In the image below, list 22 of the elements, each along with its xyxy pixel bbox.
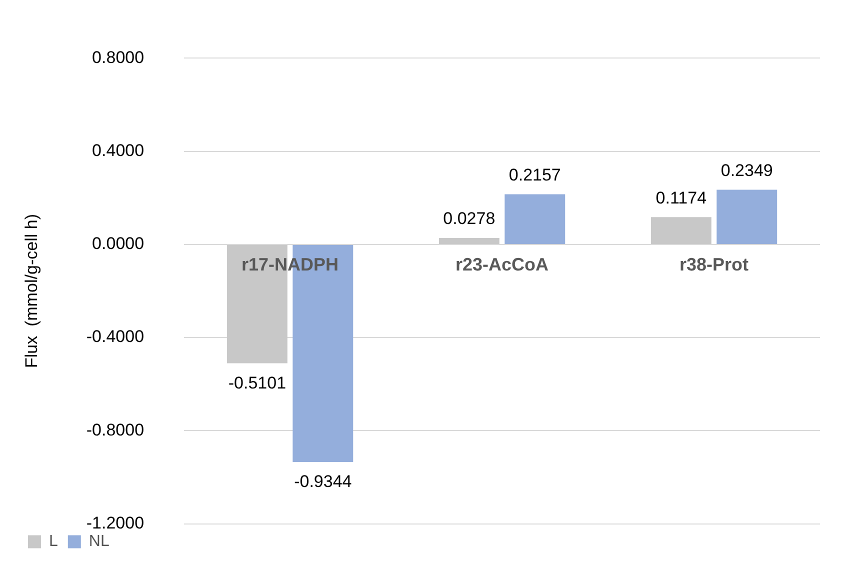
y-tick-label: -0.4000	[86, 327, 144, 346]
y-tick-label: -1.2000	[86, 513, 144, 532]
bar	[504, 194, 566, 244]
data-label: 0.2349	[720, 160, 773, 180]
legend-label: NL	[88, 533, 110, 550]
data-label: -0.5101	[228, 373, 286, 392]
x-tick-label: r17-NADPH	[242, 254, 339, 274]
y-tick-label: 0.8000	[92, 48, 144, 67]
y-tick-label: 0.4000	[92, 141, 144, 160]
x-tick-label: r23-AcCoA	[456, 254, 549, 274]
data-label: 0.2157	[508, 165, 561, 184]
y-tick-label: -0.8000	[86, 420, 144, 440]
bar	[716, 190, 778, 244]
data-label: -0.9344	[294, 472, 352, 492]
x-tick-label: r38-Prot	[679, 254, 749, 274]
y-axis-title: Flux (mmol/g-cell h)	[22, 214, 41, 368]
data-label: 0.1174	[656, 188, 707, 208]
data-label: 0.0278	[443, 209, 496, 228]
bar	[438, 238, 500, 244]
y-tick-label: 0.0000	[92, 234, 144, 254]
legend-label: L	[49, 533, 58, 550]
bar	[650, 217, 712, 244]
